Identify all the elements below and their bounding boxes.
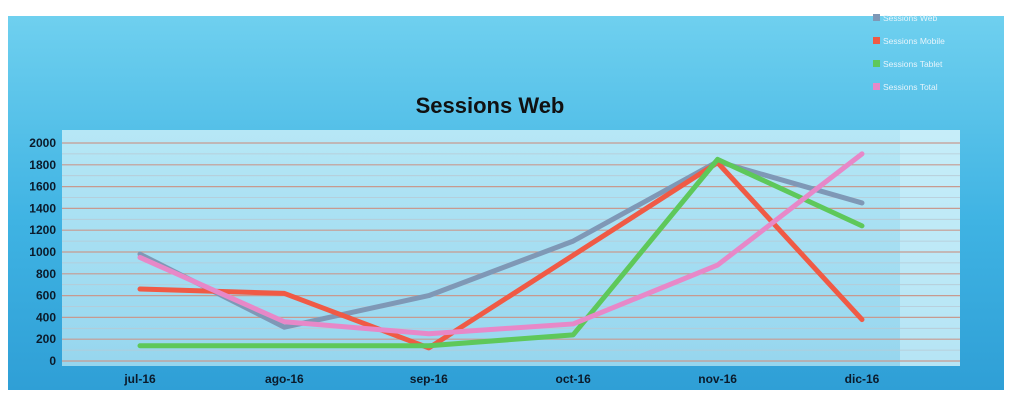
chart-title: Sessions Web <box>416 93 565 118</box>
x-tick-label: nov-16 <box>698 372 737 386</box>
y-tick-label: 1200 <box>29 223 56 237</box>
y-tick-label: 2000 <box>29 136 56 150</box>
x-tick-label: jul-16 <box>123 372 156 386</box>
y-tick-label: 0 <box>49 354 56 368</box>
legend-label: Sessions Total <box>883 82 938 92</box>
legend-label: Sessions Web <box>883 13 937 23</box>
y-tick-label: 200 <box>36 332 56 346</box>
legend: Sessions Web Sessions Mobile Sessions Tabl… <box>873 13 945 92</box>
plot-right-strip <box>900 130 960 366</box>
legend-swatch <box>873 14 880 21</box>
series-lines <box>137 151 865 351</box>
series-line <box>137 151 865 337</box>
legend-label: Sessions Mobile <box>883 36 945 46</box>
legend-swatch <box>873 37 880 44</box>
legend-label: Sessions Tablet <box>883 59 943 69</box>
legend-swatch <box>873 60 880 67</box>
y-tick-label: 400 <box>36 310 56 324</box>
y-tick-label: 1800 <box>29 158 56 172</box>
x-tick-label: oct-16 <box>556 372 592 386</box>
x-tick-label: sep-16 <box>410 372 448 386</box>
legend-swatch <box>873 83 880 90</box>
x-tick-label: ago-16 <box>265 372 304 386</box>
x-axis: jul-16 ago-16 sep-16 oct-16 nov-16 dic-16 <box>123 372 879 386</box>
y-tick-label: 800 <box>36 267 56 281</box>
y-tick-label: 1600 <box>29 180 56 194</box>
x-tick-label: dic-16 <box>845 372 880 386</box>
y-tick-label: 600 <box>36 289 56 303</box>
y-tick-label: 1000 <box>29 245 56 259</box>
y-axis: 0 200 400 600 800 1000 1200 1400 1600 1800 2000 <box>29 136 56 368</box>
series-line <box>137 156 865 349</box>
y-tick-label: 1400 <box>29 201 56 215</box>
